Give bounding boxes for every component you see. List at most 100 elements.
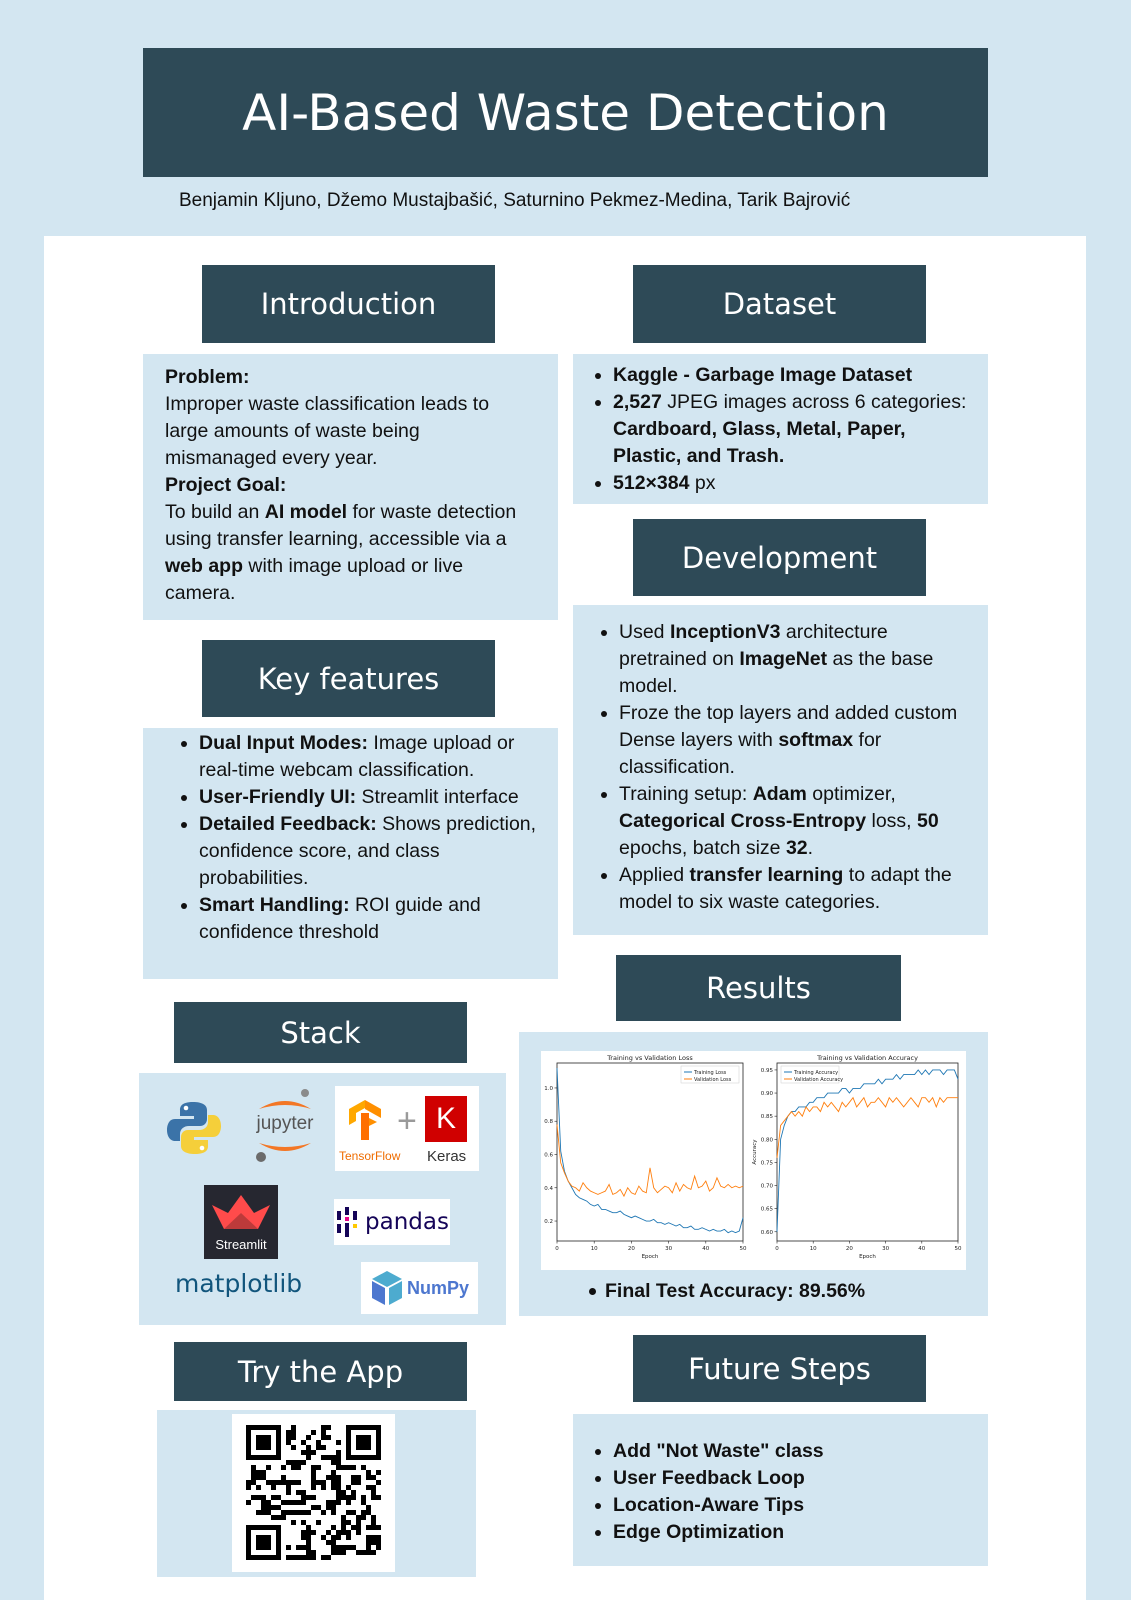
y-tick-label: 0.75 bbox=[761, 1160, 774, 1166]
development-item: Applied transfer learning to adapt the m… bbox=[619, 862, 974, 916]
future-steps-box: Add "Not Waste" classUser Feedback LoopL… bbox=[573, 1414, 988, 1566]
tensorflow-keras-logo: TensorFlow + K Keras bbox=[335, 1086, 479, 1171]
streamlit-icon bbox=[212, 1195, 270, 1229]
author-list: Benjamin Kljuno, Džemo Mustajbašić, Satu… bbox=[179, 190, 851, 211]
matplotlib-logo: matplotlib bbox=[175, 1269, 303, 1298]
series-line bbox=[556, 1067, 744, 1234]
key-feature-item: User-Friendly UI: Streamlit interface bbox=[199, 784, 546, 811]
streamlit-label: Streamlit bbox=[215, 1237, 267, 1252]
dataset-item: Kaggle - Garbage Image Dataset bbox=[613, 362, 974, 389]
y-tick-label: 0.2 bbox=[544, 1219, 553, 1225]
series-line bbox=[556, 1124, 744, 1198]
development-item: Froze the top layers and added custom De… bbox=[619, 700, 974, 781]
final-accuracy: Final Test Accuracy: 89.56% bbox=[589, 1280, 865, 1303]
results-heading: Results bbox=[616, 955, 901, 1021]
x-axis-label: Epoch bbox=[642, 1254, 659, 1260]
dataset-item: 2,527 JPEG images across 6 categories: C… bbox=[613, 389, 974, 470]
stack-box: jupyter TensorFlow + K Keras Streamlit bbox=[139, 1073, 506, 1325]
tensorflow-icon bbox=[349, 1100, 381, 1140]
poster-title: AI-Based Waste Detection bbox=[143, 48, 988, 177]
series-line bbox=[776, 1069, 959, 1232]
key-feature-item: Detailed Feedback: Shows prediction, con… bbox=[199, 811, 546, 892]
jupyter-logo: jupyter bbox=[249, 1087, 321, 1163]
x-tick-label: 0 bbox=[775, 1246, 779, 1252]
x-tick-label: 10 bbox=[810, 1246, 817, 1252]
problem-label: Problem: bbox=[165, 366, 250, 388]
numpy-label: NumPy bbox=[406, 1277, 469, 1298]
chart-title: Training vs Validation Loss bbox=[606, 1054, 693, 1062]
dataset-box: Kaggle - Garbage Image Dataset 2,527 JPE… bbox=[573, 354, 988, 504]
training-charts: Training vs Validation Loss 0 10 20 30 40 50 0.… bbox=[541, 1051, 966, 1270]
key-features-heading: Key features bbox=[202, 640, 495, 717]
y-tick-label: 1.0 bbox=[544, 1086, 553, 1092]
legend-box bbox=[780, 1065, 840, 1084]
stack-heading: Stack bbox=[174, 1002, 467, 1063]
dataset-item: 512×384 px bbox=[613, 470, 974, 497]
tensorflow-label: TensorFlow bbox=[339, 1149, 401, 1163]
y-tick-label: 0.4 bbox=[544, 1186, 553, 1192]
future-step-item: Location-Aware Tips bbox=[613, 1492, 974, 1519]
streamlit-logo: Streamlit bbox=[204, 1185, 278, 1259]
results-box: Training vs Validation Loss 0 10 20 30 40 50 0.… bbox=[519, 1032, 988, 1316]
key-feature-item: Smart Handling: ROI guide and confidence… bbox=[199, 892, 546, 946]
try-app-heading: Try the App bbox=[174, 1342, 467, 1401]
y-axis-label: Accuracy bbox=[752, 1139, 758, 1165]
x-tick-label: 30 bbox=[665, 1246, 672, 1252]
series-line bbox=[776, 1096, 958, 1158]
x-tick-label: 50 bbox=[955, 1246, 962, 1252]
x-tick-label: 50 bbox=[740, 1246, 747, 1252]
pandas-icon bbox=[337, 1207, 358, 1237]
y-tick-label: 0.8 bbox=[544, 1119, 553, 1125]
y-tick-label: 0.70 bbox=[761, 1184, 774, 1190]
x-tick-label: 40 bbox=[918, 1246, 925, 1252]
x-tick-label: 20 bbox=[846, 1246, 853, 1252]
keras-icon: K bbox=[425, 1096, 467, 1142]
x-tick-label: 10 bbox=[591, 1246, 598, 1252]
y-tick-label: 0.90 bbox=[761, 1091, 774, 1097]
pandas-label: pandas bbox=[365, 1209, 449, 1235]
chart-title: Training vs Validation Accuracy bbox=[816, 1054, 918, 1062]
development-heading: Development bbox=[633, 519, 926, 596]
keras-label: Keras bbox=[427, 1148, 467, 1165]
y-tick-label: 0.65 bbox=[761, 1207, 774, 1213]
key-feature-item: Dual Input Modes: Image upload or real-t… bbox=[199, 730, 546, 784]
key-features-box: Dual Input Modes: Image upload or real-t… bbox=[143, 728, 558, 979]
qr-code-icon bbox=[246, 1425, 381, 1560]
problem-text: Improper waste classification leads to l… bbox=[165, 393, 490, 469]
jupyter-label: jupyter bbox=[256, 1113, 314, 1134]
plus-icon: + bbox=[397, 1102, 417, 1140]
x-tick-label: 30 bbox=[882, 1246, 889, 1252]
legend-box bbox=[680, 1065, 740, 1084]
introduction-box: Problem: Improper waste classification l… bbox=[143, 354, 558, 620]
development-box: Used InceptionV3 architecture pretrained… bbox=[573, 605, 988, 935]
try-app-box bbox=[157, 1410, 476, 1577]
pandas-logo: pandas bbox=[334, 1199, 450, 1245]
future-step-item: Edge Optimization bbox=[613, 1519, 974, 1546]
development-item: Used InceptionV3 architecture pretrained… bbox=[619, 619, 974, 700]
x-axis-label: Epoch bbox=[859, 1254, 876, 1260]
introduction-heading: Introduction bbox=[202, 265, 495, 343]
future-step-item: Add "Not Waste" class bbox=[613, 1438, 974, 1465]
y-tick-label: 0.95 bbox=[761, 1068, 774, 1074]
y-tick-label: 0.80 bbox=[761, 1137, 774, 1143]
numpy-icon bbox=[371, 1271, 402, 1305]
legend-label: Training Accuracy bbox=[793, 1070, 838, 1076]
development-item: Training setup: Adam optimizer, Categori… bbox=[619, 781, 974, 862]
future-steps-heading: Future Steps bbox=[633, 1335, 926, 1402]
legend-label: Validation Accuracy bbox=[794, 1077, 843, 1083]
y-tick-label: 0.60 bbox=[761, 1230, 774, 1236]
qr-code[interactable] bbox=[232, 1414, 395, 1572]
chart-frame bbox=[556, 1062, 744, 1242]
python-logo bbox=[165, 1099, 223, 1162]
chart-frame bbox=[776, 1062, 959, 1242]
dataset-heading: Dataset bbox=[633, 265, 926, 343]
legend-label: Validation Loss bbox=[694, 1077, 732, 1083]
y-tick-label: 0.6 bbox=[544, 1152, 553, 1158]
numpy-logo: NumPy bbox=[361, 1262, 478, 1314]
x-tick-label: 0 bbox=[555, 1246, 559, 1252]
future-step-item: User Feedback Loop bbox=[613, 1465, 974, 1492]
x-tick-label: 20 bbox=[628, 1246, 635, 1252]
goal-label: Project Goal: bbox=[165, 474, 287, 496]
goal-text: To build an AI model for waste detection… bbox=[165, 501, 517, 604]
legend-label: Training Loss bbox=[693, 1070, 727, 1076]
